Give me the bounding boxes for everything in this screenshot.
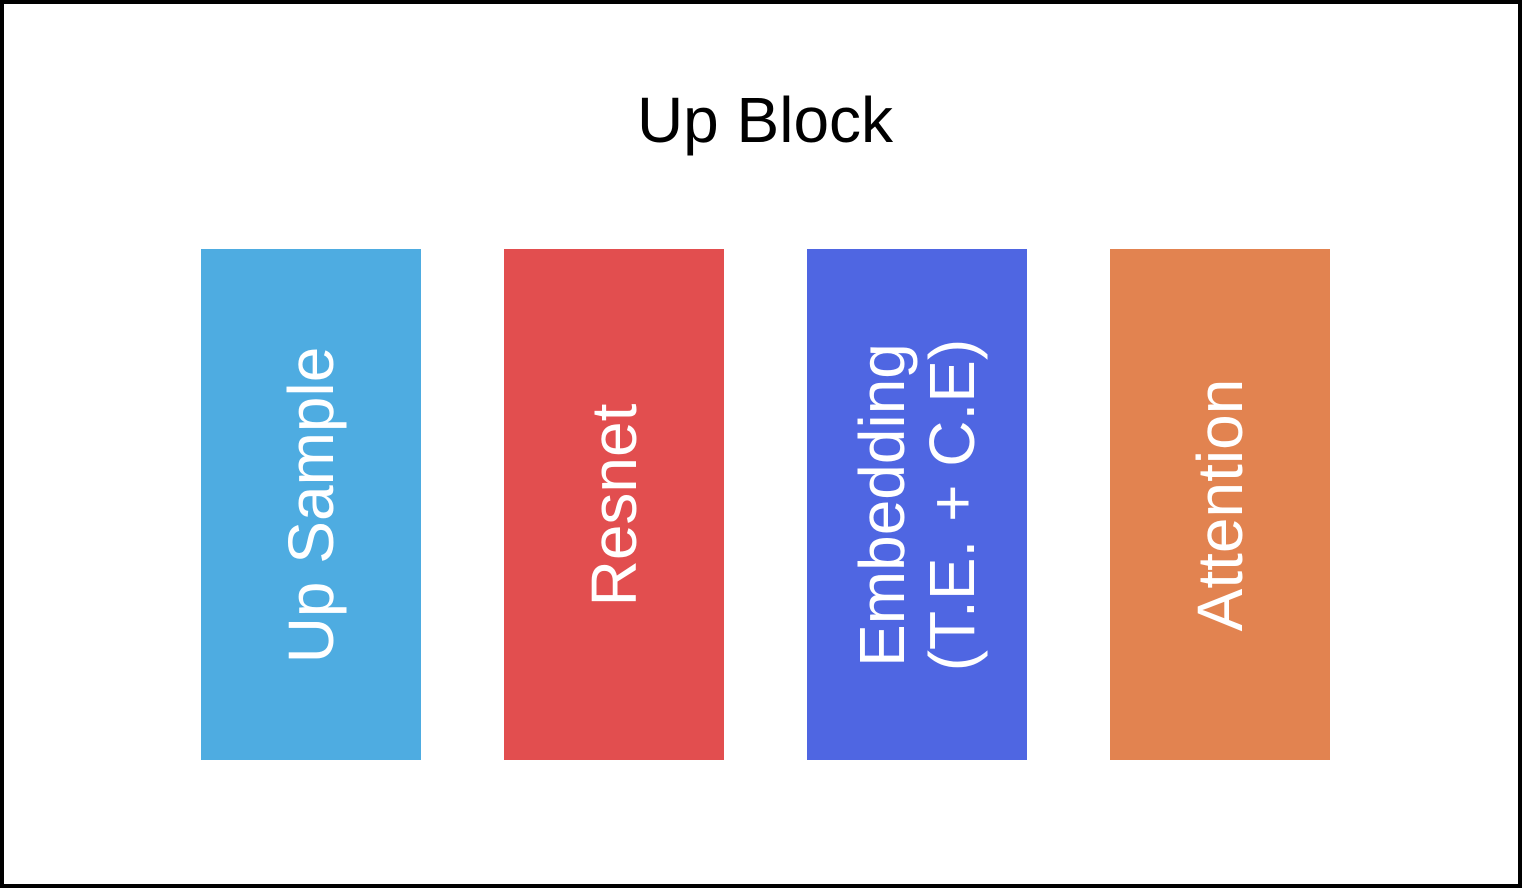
block-attention: Attention [1110,249,1330,760]
block-embedding: Embedding (T.E. + C.E) [807,249,1027,760]
diagram-title: Up Block [636,84,894,156]
block-attention-label: Attention [1184,378,1256,631]
block-up-sample: Up Sample [201,249,421,760]
block-up-sample-label: Up Sample [275,346,347,663]
block-resnet: Resnet [504,249,724,760]
block-embedding-label: Embedding (T.E. + C.E) [846,338,988,671]
block-resnet-label: Resnet [578,403,650,606]
